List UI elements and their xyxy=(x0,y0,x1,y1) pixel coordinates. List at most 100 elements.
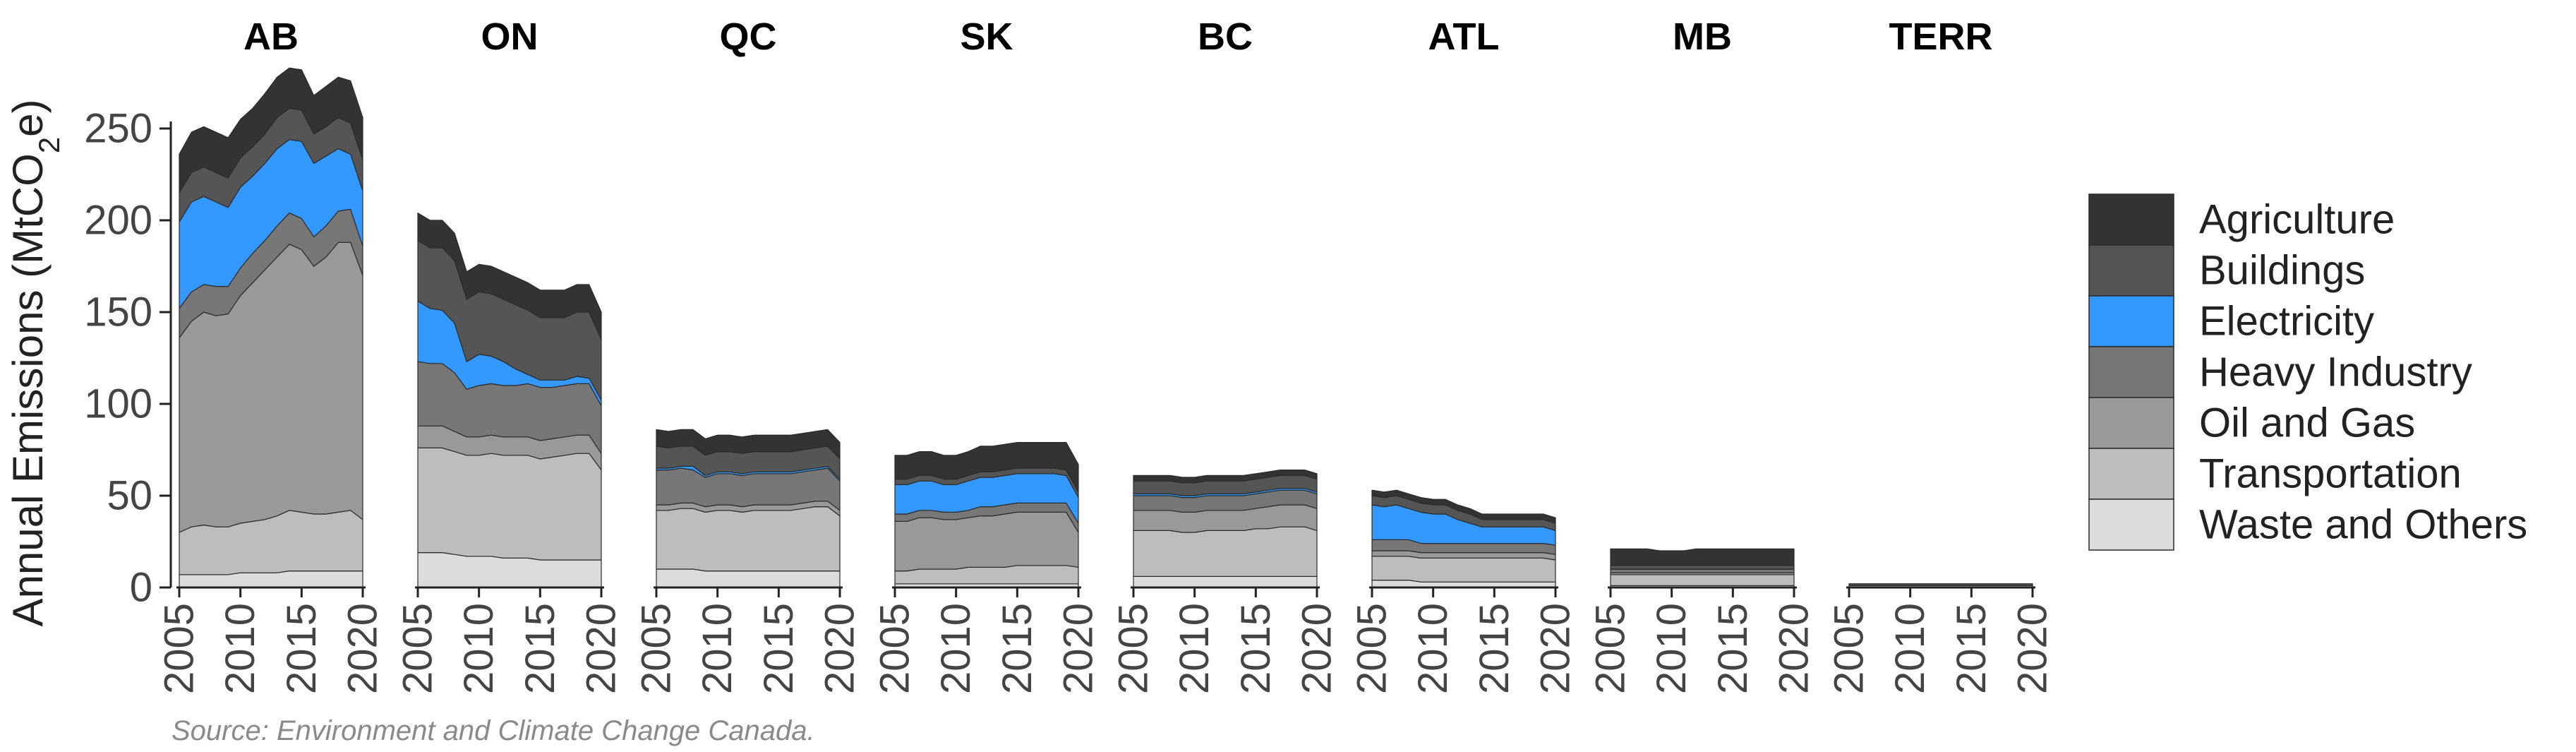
y-tick-label: 150 xyxy=(84,290,152,335)
legend-swatch xyxy=(2088,448,2174,500)
legend-swatch xyxy=(2088,295,2174,347)
x-tick-label: 2015 xyxy=(1471,603,1517,694)
x-tick-label: 2020 xyxy=(1294,603,1340,694)
y-tick-label: 250 xyxy=(84,106,152,152)
panel-ab: AB 2005 2010 2015 2020 xyxy=(157,16,386,694)
x-tick-label: 2015 xyxy=(279,603,325,694)
x-tick-label: 2010 xyxy=(1410,603,1456,694)
y-tick-label: 50 xyxy=(107,473,152,519)
x-tick-label: 2015 xyxy=(517,603,563,694)
x-tick-label: 2020 xyxy=(1056,603,1102,694)
area-waste-qc xyxy=(656,568,841,588)
panel-on: ON 2005 2010 2015 2020 xyxy=(395,16,625,694)
area-waste-bc xyxy=(1133,575,1318,588)
legend-label: Oil and Gas xyxy=(2199,400,2415,446)
area-transport-qc xyxy=(656,506,841,572)
panel-terr: TERR 2005 2010 2015 2020 xyxy=(1826,16,2056,694)
x-tick-label: 2020 xyxy=(2010,603,2056,694)
x-tick-label: 2010 xyxy=(694,603,740,694)
y-axis-label-sub: 2 xyxy=(32,137,66,153)
area-agriculture-qc xyxy=(656,429,841,460)
x-tick-label: 2015 xyxy=(1233,603,1279,694)
area-heavy-mb xyxy=(1610,568,1795,573)
x-tick-label: 2010 xyxy=(217,603,263,694)
panel-qc: QC 2005 2010 2015 2020 xyxy=(634,16,863,694)
x-tick-label: 2005 xyxy=(395,603,441,694)
area-agriculture-mb xyxy=(1610,548,1795,566)
panel-title: QC xyxy=(720,16,777,58)
x-tick-label: 2020 xyxy=(579,603,625,694)
x-tick-label: 2020 xyxy=(817,603,863,694)
legend: Agriculture Buildings Electricity Heavy Ind… xyxy=(2088,193,2527,551)
area-transport-mb xyxy=(1610,574,1795,586)
panel-title: BC xyxy=(1198,16,1253,58)
legend-item-waste: Waste and Others xyxy=(2088,499,2527,551)
panel-title: ON xyxy=(481,16,538,58)
x-tick-label: 2020 xyxy=(1533,603,1579,694)
panel-title: AB xyxy=(243,16,299,58)
legend-label: Buildings xyxy=(2199,248,2365,294)
panel-mb: MB 2005 2010 2015 2020 xyxy=(1588,16,1817,694)
panel-title: SK xyxy=(960,16,1013,58)
area-agriculture-atl xyxy=(1371,489,1556,524)
x-tick-label: 2020 xyxy=(340,603,386,694)
x-tick-label: 2020 xyxy=(1771,603,1817,694)
x-tick-label: 2005 xyxy=(872,603,918,694)
legend-item-agriculture: Agriculture xyxy=(2088,193,2395,246)
legend-item-buildings: Buildings xyxy=(2088,244,2365,297)
area-buildings-mb xyxy=(1610,565,1795,570)
area-agriculture-on xyxy=(417,213,602,340)
x-tick-label: 2010 xyxy=(456,603,502,694)
area-agriculture-bc xyxy=(1133,470,1318,484)
panel-title: TERR xyxy=(1889,16,1993,58)
area-agriculture-sk xyxy=(894,442,1079,493)
area-agriculture-ab xyxy=(179,67,363,193)
panel-sk: SK 2005 2010 2015 2020 xyxy=(872,16,1102,694)
legend-label: Waste and Others xyxy=(2199,502,2527,548)
x-tick-label: 2005 xyxy=(1826,603,1872,694)
legend-swatch xyxy=(2088,346,2174,398)
x-tick-label: 2005 xyxy=(634,603,680,694)
area-transport-bc xyxy=(1133,526,1318,577)
x-tick-label: 2015 xyxy=(756,603,802,694)
panels-layer: AB 2005 2010 2015 2020 ON 2005 2010 2015 2020 QC 20… xyxy=(157,16,2056,694)
legend-swatch xyxy=(2088,499,2174,551)
x-tick-label: 2010 xyxy=(1172,603,1217,694)
y-tick-label: 200 xyxy=(84,198,152,244)
y-axis: 0 50 100 150 200 250 Annual Emissions (MtCO2e) xyxy=(4,100,172,627)
panel-atl: ATL 2005 2010 2015 2020 xyxy=(1349,16,1579,694)
x-tick-label: 2015 xyxy=(1710,603,1756,694)
area-transport-atl xyxy=(1371,556,1556,583)
y-tick-label: 100 xyxy=(84,381,152,427)
legend-item-transport: Transportation xyxy=(2088,448,2462,500)
legend-label: Agriculture xyxy=(2199,197,2395,243)
legend-label: Electricity xyxy=(2199,299,2374,345)
x-tick-label: 2005 xyxy=(1588,603,1634,694)
panel-title: ATL xyxy=(1428,16,1500,58)
source-note: Source: Environment and Climate Change C… xyxy=(171,715,815,746)
y-axis-label-main: Annual Emissions (MtCO xyxy=(4,153,52,626)
legend-swatch xyxy=(2088,397,2174,449)
x-tick-label: 2005 xyxy=(1349,603,1395,694)
legend-label: Transportation xyxy=(2199,451,2462,497)
legend-item-heavy: Heavy Industry xyxy=(2088,346,2472,398)
x-tick-label: 2005 xyxy=(157,603,203,694)
area-transport-on xyxy=(417,447,602,561)
x-tick-label: 2010 xyxy=(1887,603,1933,694)
x-tick-label: 2005 xyxy=(1111,603,1157,694)
panel-bc: BC 2005 2010 2015 2020 xyxy=(1111,16,1340,694)
area-oilgas-sk xyxy=(894,511,1079,572)
x-tick-label: 2015 xyxy=(994,603,1040,694)
x-tick-label: 2015 xyxy=(1949,603,1994,694)
y-axis-label-end: e) xyxy=(4,100,52,137)
legend-item-electricity: Electricity xyxy=(2088,295,2374,347)
x-tick-label: 2010 xyxy=(1649,603,1695,694)
y-axis-label: Annual Emissions (MtCO2e) xyxy=(4,100,66,627)
y-tick-label: 0 xyxy=(130,565,152,611)
legend-swatch xyxy=(2088,193,2174,246)
legend-swatch xyxy=(2088,244,2174,297)
legend-item-oilgas: Oil and Gas xyxy=(2088,397,2415,449)
x-tick-label: 2010 xyxy=(933,603,979,694)
panel-title: MB xyxy=(1673,16,1732,58)
